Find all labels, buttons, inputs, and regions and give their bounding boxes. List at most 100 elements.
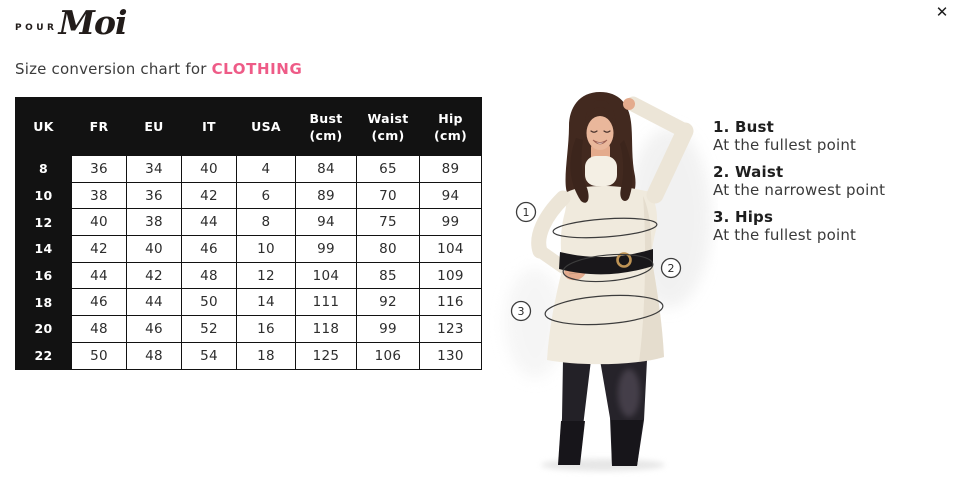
size-table: UK FR EU IT USA Bust (cm) Waist (cm) Hip (cm) 8…	[15, 97, 482, 370]
size-cell: 94	[295, 208, 357, 237]
size-cell: 70	[356, 181, 420, 210]
model-hair-front	[570, 100, 633, 203]
size-cell: 18	[236, 341, 296, 370]
size-cell: 46	[71, 288, 127, 317]
guide-item-waist: 2. Waist At the narrowest point	[713, 163, 948, 199]
column-header: FR	[71, 97, 127, 156]
size-cell: 65	[356, 155, 420, 183]
size-cell: 75	[356, 208, 420, 237]
size-cell: 109	[419, 261, 482, 290]
size-cell: 10	[236, 235, 296, 263]
size-cell: 8	[236, 208, 296, 237]
size-cell: 89	[419, 155, 482, 183]
size-cell: 104	[419, 235, 482, 263]
brand-logo: POUR Moi	[15, 3, 128, 42]
waist-marker: 2	[660, 257, 682, 279]
size-cell: 14	[236, 288, 296, 317]
size-cell: 42	[71, 235, 127, 263]
column-header: EU	[126, 97, 182, 156]
page-title-text: Size conversion chart for	[15, 60, 212, 78]
size-row: 10 38 36 42 6 89 70 94	[15, 181, 482, 210]
size-cell: 54	[181, 341, 237, 370]
size-cell: 42	[181, 181, 237, 210]
size-cell: 104	[295, 261, 357, 290]
bust-marker: 1	[515, 201, 537, 223]
measurement-guide: 1. Bust At the fullest point 2. Waist At…	[713, 118, 948, 253]
model-collar	[585, 156, 617, 186]
size-row: 18 46 44 50 14 111 92 116	[15, 288, 482, 317]
size-cell: 44	[126, 288, 182, 317]
uk-size-cell: 12	[15, 208, 72, 237]
uk-size-cell: 10	[15, 181, 72, 210]
size-table-header-row: UK FR EU IT USA Bust (cm) Waist (cm) Hip (cm)	[15, 97, 482, 156]
svg-text:1: 1	[523, 206, 530, 219]
uk-size-cell: 14	[15, 235, 72, 263]
size-cell: 46	[181, 235, 237, 263]
size-cell: 40	[126, 235, 182, 263]
size-cell: 94	[419, 181, 482, 210]
guide-description: At the fullest point	[713, 136, 857, 154]
size-cell: 125	[295, 341, 357, 370]
hips-line	[544, 294, 664, 326]
size-cell: 38	[126, 208, 182, 237]
size-cell: 89	[295, 181, 357, 210]
size-cell: 50	[181, 288, 237, 317]
hips-marker: 3	[510, 300, 532, 322]
column-header: Hip (cm)	[419, 97, 482, 156]
brand-logo-prefix: POUR	[15, 23, 58, 33]
measurement-lines	[544, 217, 664, 326]
waist-line	[562, 253, 654, 283]
size-cell: 52	[181, 315, 237, 343]
size-row: 22 50 48 54 18 125 106 130	[15, 341, 482, 370]
uk-size-cell: 16	[15, 261, 72, 290]
size-cell: 40	[71, 208, 127, 237]
uk-size-cell: 20	[15, 315, 72, 343]
brand-logo-script: Moi	[58, 3, 128, 42]
size-cell: 48	[181, 261, 237, 290]
uk-size-cell: 18	[15, 288, 72, 317]
model-face	[586, 116, 614, 150]
guide-item-hips: 3. Hips At the fullest point	[713, 208, 948, 244]
size-cell: 6	[236, 181, 296, 210]
size-cell: 99	[295, 235, 357, 263]
model-photo: 1 2 3	[505, 92, 711, 471]
guide-description: At the narrowest point	[713, 181, 886, 199]
guide-label: 2. Waist	[713, 163, 784, 181]
size-cell: 118	[295, 315, 357, 343]
size-cell: 92	[356, 288, 420, 317]
size-cell: 12	[236, 261, 296, 290]
guide-description: At the fullest point	[713, 226, 857, 244]
size-cell: 80	[356, 235, 420, 263]
size-cell: 123	[419, 315, 482, 343]
page-title: Size conversion chart for CLOTHING	[15, 60, 302, 78]
size-cell: 84	[295, 155, 357, 183]
bust-line	[552, 217, 658, 239]
measurement-markers: 1 2 3	[510, 201, 682, 322]
svg-text:3: 3	[518, 305, 525, 318]
close-icon[interactable]: ✕	[929, 0, 955, 26]
guide-label: 3. Hips	[713, 208, 774, 226]
size-cell: 38	[71, 181, 127, 210]
size-cell: 106	[356, 341, 420, 370]
size-row: 16 44 42 48 12 104 85 109	[15, 261, 482, 290]
uk-size-cell: 22	[15, 341, 72, 370]
page-title-category: CLOTHING	[211, 60, 303, 78]
svg-text:2: 2	[668, 262, 675, 275]
size-cell: 99	[419, 208, 482, 237]
size-cell: 34	[126, 155, 182, 183]
uk-size-cell: 8	[15, 155, 72, 183]
column-header: IT	[181, 97, 237, 156]
size-cell: 111	[295, 288, 357, 317]
size-cell: 40	[181, 155, 237, 183]
size-cell: 50	[71, 341, 127, 370]
size-cell: 4	[236, 155, 296, 183]
size-cell: 99	[356, 315, 420, 343]
size-row: 14 42 40 46 10 99 80 104	[15, 235, 482, 263]
size-cell: 44	[181, 208, 237, 237]
size-cell: 46	[126, 315, 182, 343]
size-row: 8 36 34 40 4 84 65 89	[15, 155, 482, 183]
size-cell: 48	[126, 341, 182, 370]
size-cell: 130	[419, 341, 482, 370]
size-cell: 36	[71, 155, 127, 183]
model-raised-arm	[623, 96, 694, 204]
